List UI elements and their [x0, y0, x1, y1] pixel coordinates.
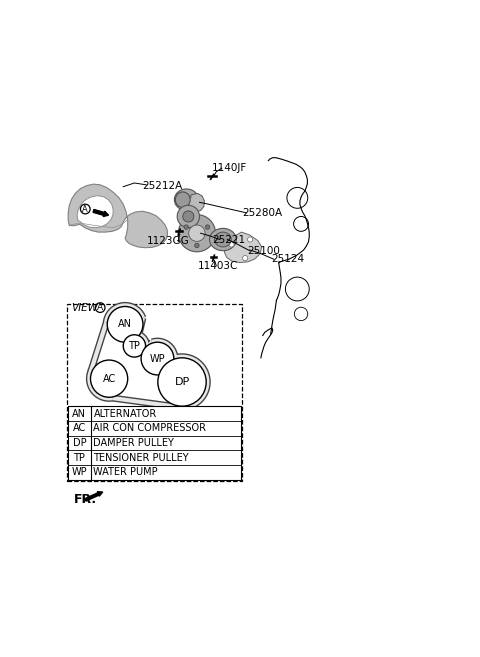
Ellipse shape [210, 229, 236, 251]
FancyArrow shape [85, 492, 103, 501]
Text: DP: DP [174, 377, 190, 387]
Text: FR.: FR. [74, 493, 97, 506]
Text: VIEW: VIEW [71, 303, 97, 313]
Circle shape [91, 360, 128, 397]
Polygon shape [68, 184, 168, 248]
Text: AC: AC [72, 423, 86, 433]
Circle shape [183, 211, 194, 222]
Text: AN: AN [118, 319, 132, 329]
Ellipse shape [175, 192, 190, 208]
Circle shape [229, 242, 234, 247]
Circle shape [158, 358, 206, 406]
Circle shape [141, 342, 174, 375]
Bar [67, 304, 241, 482]
Text: 11403C: 11403C [198, 261, 238, 271]
Text: TP: TP [73, 453, 85, 463]
Circle shape [205, 225, 210, 229]
Text: 1123GG: 1123GG [146, 236, 189, 246]
Text: TP: TP [129, 341, 140, 351]
Circle shape [242, 256, 248, 261]
Text: TENSIONER PULLEY: TENSIONER PULLEY [94, 453, 189, 463]
Text: A: A [97, 303, 103, 312]
Circle shape [248, 237, 253, 242]
FancyArrow shape [93, 210, 108, 217]
Text: DP: DP [72, 438, 86, 448]
Polygon shape [185, 193, 204, 212]
Circle shape [195, 243, 199, 248]
Text: 25100: 25100 [247, 246, 280, 256]
Circle shape [184, 225, 189, 229]
Bar [68, 406, 241, 480]
Text: WP: WP [150, 353, 165, 363]
Circle shape [107, 306, 143, 342]
Text: 25221: 25221 [213, 235, 246, 244]
Text: WP: WP [72, 468, 87, 478]
Polygon shape [225, 232, 262, 263]
Circle shape [178, 215, 216, 252]
Text: 25124: 25124 [271, 254, 304, 264]
Circle shape [177, 205, 200, 227]
Text: 1140JF: 1140JF [212, 163, 247, 173]
Ellipse shape [174, 189, 199, 210]
Text: AN: AN [72, 409, 86, 419]
Text: AIR CON COMPRESSOR: AIR CON COMPRESSOR [94, 423, 206, 433]
Text: ALTERNATOR: ALTERNATOR [94, 409, 157, 419]
Text: 25212A: 25212A [142, 181, 182, 191]
Circle shape [123, 335, 145, 357]
Text: 25280A: 25280A [243, 208, 283, 217]
Circle shape [189, 225, 205, 241]
Text: WATER PUMP: WATER PUMP [94, 468, 158, 478]
Ellipse shape [215, 232, 231, 247]
Polygon shape [77, 196, 113, 227]
Text: AC: AC [102, 374, 116, 384]
Text: A: A [83, 204, 88, 214]
Text: DAMPER PULLEY: DAMPER PULLEY [94, 438, 174, 448]
